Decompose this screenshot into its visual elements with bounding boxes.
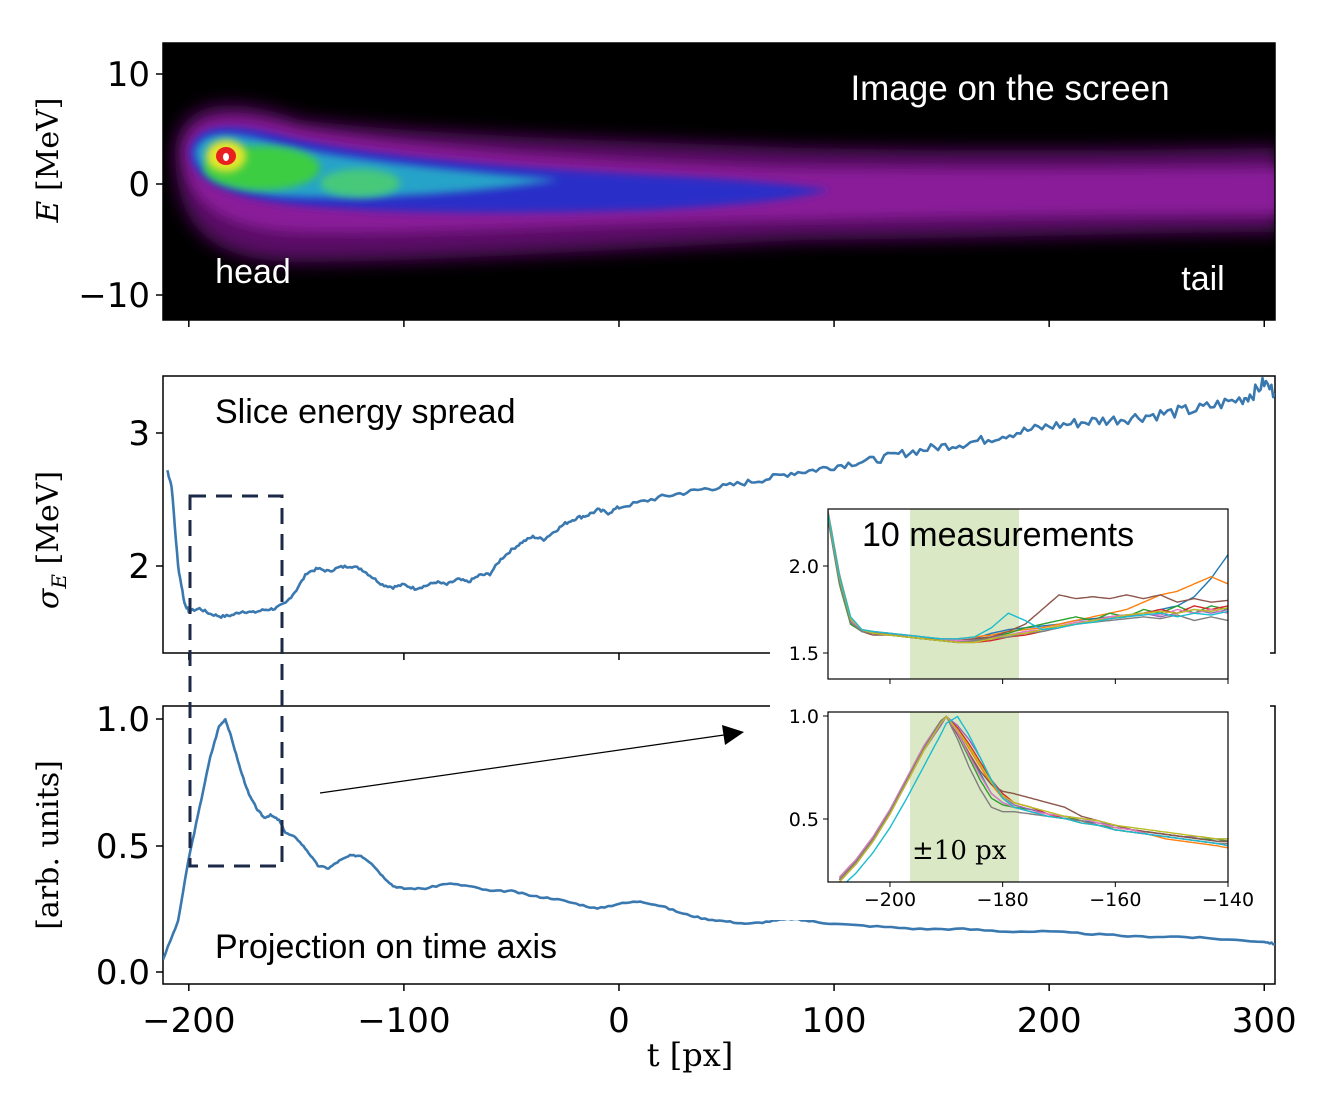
tail-label: tail [1181,260,1224,298]
inset-bottom-ytick-label: 1.0 [789,706,819,728]
inset-top-band [910,509,1019,679]
spread-line [166,376,1275,619]
image-ytick-label: −10 [78,276,150,316]
projection-ytick-label: 1.0 [96,700,150,740]
inset-bottom-background [770,700,1270,920]
inset-series-line [828,514,1228,644]
inset-bottom-frame [827,711,1229,883]
projection-ytick-label: 0.0 [96,953,150,993]
spread-yticks: 3 2 [128,414,163,587]
image-ytick-label: 0 [128,165,150,205]
inset-bottom-ytick-label: 0.5 [789,809,819,831]
image-panel: Image on the screen head tail 10 0 −10 E… [31,42,1276,327]
projection-frame [162,705,1276,985]
inset-top-yticks: 2.0 1.5 [789,556,828,665]
inset-series-line [838,715,1228,882]
inset-bottom-xtick-label: −180 [977,889,1029,911]
arrow-head [722,725,744,745]
image-xticks [188,320,1265,327]
head-label: head [215,253,291,291]
spread-ytick-label: 3 [128,414,150,454]
xtick-label: 300 [1232,1001,1297,1041]
beam-image [175,105,1275,262]
image-ytick-label: 10 [107,55,150,95]
projection-ytick-label: 0.5 [96,827,150,867]
xtick-label: −100 [357,1001,450,1041]
xtick-label: 100 [802,1001,867,1041]
inset-top-xticks [889,679,1229,684]
inset-top-lines [828,510,1228,644]
spread-ylabel-symbol: σ [31,587,66,609]
image-ylabel-symbol: E [31,201,66,224]
projection-xticks: −200 −100 0 100 200 300 [142,984,1297,1041]
spread-ylabel-sub: E [47,574,71,590]
xtick-label: 200 [1017,1001,1082,1041]
selection-box [188,494,284,868]
inset-top-ytick-label: 1.5 [789,643,819,665]
image-frame [162,42,1276,321]
projection-title: Projection on time axis [215,928,557,966]
inset-top-ytick-label: 2.0 [789,556,819,578]
spread-frame [162,375,1276,654]
spread-ylabel: σE [MeV] [31,471,71,609]
projection-ylabel: [arb. units] [31,760,66,930]
inset-bottom-xtick-label: −200 [864,889,916,911]
inset-series-line [828,512,1228,640]
projection-yticks: 1.0 0.5 0.0 [96,700,163,993]
projection-panel: Projection on time axis 1.0 0.5 0.0 −200… [31,700,1297,1074]
inset-bottom-xticks: −200 −180 −160 −140 [864,882,1254,911]
arrow-line [319,734,725,794]
beam-core-white [223,153,229,161]
projection-line [163,718,1275,961]
xtick-label: 0 [608,1001,630,1041]
inset-bottom-annotation: ±10 px [912,836,1007,866]
beam-core-green-2 [320,169,400,197]
xaxis-label: t [px] [647,1036,734,1074]
inset-bottom-xtick-label: −140 [1202,889,1254,911]
image-title: Image on the screen [850,69,1169,108]
image-yticks: 10 0 −10 [78,55,163,316]
inset-top: 10 measurements 2.0 1.5 [770,500,1270,690]
image-ylabel-unit: [MeV] [31,98,66,201]
xtick-label: −200 [142,1001,235,1041]
inset-bottom: ±10 px 1.0 0.5 −200 −180 −160 −140 [770,700,1270,920]
inset-series-line [845,715,1228,882]
inset-bottom-xtick-label: −160 [1089,889,1141,911]
image-ylabel: E [MeV] [31,98,66,224]
inset-top-background [770,500,1270,690]
inset-bottom-lines [838,715,1228,882]
inset-top-frame [827,508,1229,680]
spread-ylabel-unit: [MeV] [31,471,66,574]
inset-top-title: 10 measurements [862,516,1134,554]
spread-ytick-label: 2 [128,547,150,587]
inset-series-line [828,516,1228,642]
spread-panel: Slice energy spread 3 2 σE [MeV] [31,375,1276,660]
spread-title: Slice energy spread [215,393,516,431]
inset-bottom-yticks: 1.0 0.5 [789,706,828,831]
